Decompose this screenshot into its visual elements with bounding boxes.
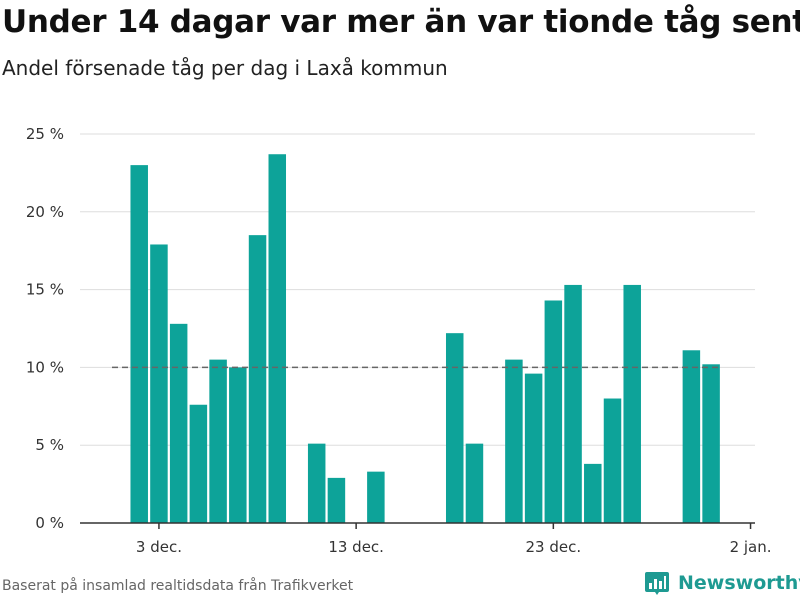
brand-logo[interactable]: Newsworthy: [644, 570, 800, 596]
bar[interactable]: [169, 323, 188, 523]
bar[interactable]: [702, 364, 720, 523]
y-tick-label: 15 %: [26, 281, 64, 299]
bar[interactable]: [603, 398, 622, 523]
y-tick-label: 5 %: [35, 436, 64, 454]
bar[interactable]: [465, 443, 484, 523]
bar[interactable]: [564, 284, 582, 523]
x-tick-label: 23 dec.: [526, 538, 582, 556]
brand-name: Newsworthy: [678, 572, 800, 594]
bar[interactable]: [248, 235, 267, 523]
chart-title: Under 14 dagar var mer än var tionde tåg…: [2, 4, 800, 40]
y-tick-label: 10 %: [26, 358, 64, 376]
bar[interactable]: [584, 463, 602, 523]
bar[interactable]: [327, 477, 346, 523]
y-tick-label: 25 %: [26, 125, 64, 143]
bar[interactable]: [268, 154, 287, 523]
bar[interactable]: [544, 300, 563, 523]
bar[interactable]: [505, 359, 523, 523]
bar[interactable]: [307, 443, 326, 523]
x-tick-label: 3 dec.: [136, 538, 182, 556]
bar[interactable]: [682, 350, 701, 523]
newsworthy-logo-icon: [645, 572, 669, 595]
bar[interactable]: [229, 367, 247, 523]
bar[interactable]: [524, 373, 543, 523]
bars: [130, 154, 720, 523]
bar[interactable]: [130, 165, 148, 523]
x-tick-label: 13 dec.: [328, 538, 384, 556]
bar[interactable]: [367, 471, 385, 523]
bar[interactable]: [209, 359, 227, 523]
y-tick-label: 20 %: [26, 203, 64, 221]
bar[interactable]: [445, 333, 464, 523]
axes: 0 % 5 % 10 % 15 % 20 % 25 % 3 dec. 13 dec. 23 de…: [26, 125, 772, 556]
bar[interactable]: [150, 244, 168, 523]
chart-subtitle: Andel försenade tåg per dag i Laxå kommu…: [2, 56, 448, 80]
x-tick-label: 2 jan.: [730, 538, 772, 556]
y-tick-label: 0 %: [35, 514, 64, 532]
source-note: Baserat på insamlad realtidsdata från Tr…: [2, 578, 354, 594]
bar[interactable]: [189, 404, 208, 523]
bar[interactable]: [623, 284, 641, 523]
